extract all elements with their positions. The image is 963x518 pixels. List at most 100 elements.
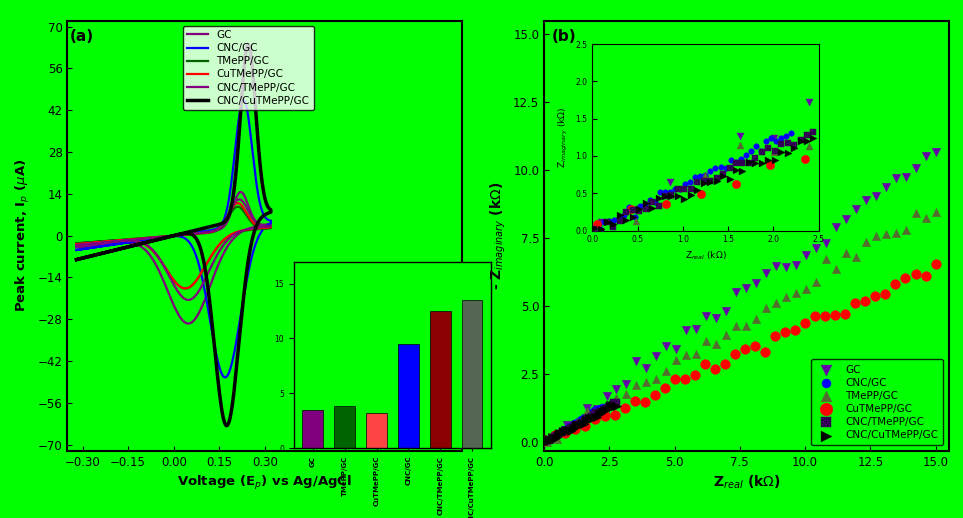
GC <box>549 431 564 439</box>
Point <box>599 218 614 226</box>
CNC/TMePP/GC <box>582 414 597 422</box>
Point <box>703 166 718 175</box>
Point <box>638 205 653 213</box>
GC <box>819 238 834 247</box>
Point <box>628 206 643 214</box>
Point <box>696 179 712 187</box>
Point <box>637 200 652 208</box>
CNC/CuTMePP/GC <box>544 433 560 441</box>
TMePP/GC <box>539 438 555 447</box>
Text: (a): (a) <box>69 30 93 45</box>
Point <box>768 136 784 145</box>
CNC/CuTMePP/GC <box>546 435 561 443</box>
Point <box>677 180 692 189</box>
Point <box>743 147 759 155</box>
GC <box>659 342 674 350</box>
CNC/TMePP/GC <box>556 429 571 438</box>
TMePP/GC <box>718 330 734 339</box>
CNC/GC <box>581 411 596 419</box>
CNC/GC <box>556 424 571 433</box>
Point <box>688 174 703 182</box>
Point <box>722 164 738 172</box>
TMePP/GC <box>748 315 764 323</box>
Point <box>628 217 643 225</box>
CNC/TMePP/GC <box>563 423 579 431</box>
CuTMePP/GC <box>628 397 643 405</box>
Point <box>616 211 632 219</box>
CNC/CuTMePP/GC <box>594 408 610 416</box>
CuTMePP/GC <box>918 271 933 280</box>
Point <box>728 180 743 188</box>
Point <box>664 191 679 199</box>
TMePP/GC <box>728 321 743 329</box>
Point <box>702 177 717 185</box>
Point <box>607 216 622 224</box>
Point <box>747 159 763 167</box>
Point <box>697 170 713 179</box>
Point <box>723 155 739 164</box>
CNC/GC <box>537 438 553 447</box>
TMePP/GC <box>638 378 654 386</box>
CuTMePP/GC <box>747 342 763 350</box>
CNC/TMePP/GC <box>570 421 586 429</box>
CNC/GC <box>570 416 586 425</box>
CNC/CuTMePP/GC <box>566 423 582 431</box>
Point <box>647 198 663 206</box>
GC <box>888 174 903 182</box>
TMePP/GC <box>789 289 804 297</box>
Point <box>624 205 639 213</box>
CNC/CuTMePP/GC <box>589 413 605 421</box>
CNC/CuTMePP/GC <box>596 406 612 414</box>
GC <box>619 380 635 388</box>
CNC/TMePP/GC <box>574 418 589 426</box>
GC <box>828 223 844 231</box>
Point <box>801 141 817 150</box>
TMePP/GC <box>609 394 624 402</box>
Point <box>767 147 782 155</box>
CNC/GC <box>560 423 576 431</box>
Point <box>670 185 686 194</box>
Point <box>763 161 778 169</box>
Point <box>759 137 774 146</box>
CNC/GC <box>578 413 593 422</box>
TMePP/GC <box>908 209 924 218</box>
GC <box>668 344 684 353</box>
CNC/GC <box>589 406 605 414</box>
Point <box>753 147 768 155</box>
CNC/TMePP/GC <box>546 431 561 440</box>
CuTMePP/GC <box>698 360 714 368</box>
Point <box>716 170 731 178</box>
Point <box>709 174 724 182</box>
GC <box>629 357 644 365</box>
CNC/GC <box>579 412 594 421</box>
GC <box>808 243 823 252</box>
Point <box>739 151 754 159</box>
CNC/TMePP/GC <box>596 405 612 413</box>
TMePP/GC <box>739 322 754 330</box>
CNC/CuTMePP/GC <box>570 421 586 429</box>
CNC/TMePP/GC <box>550 431 565 440</box>
GC <box>798 251 814 259</box>
TMePP/GC <box>798 285 814 293</box>
Point <box>692 172 708 180</box>
CuTMePP/GC <box>648 391 664 399</box>
CNC/GC <box>540 435 556 443</box>
TMePP/GC <box>579 407 594 415</box>
CNC/CuTMePP/GC <box>604 402 619 411</box>
Point <box>683 185 698 193</box>
Point <box>632 202 647 210</box>
CuTMePP/GC <box>568 425 584 433</box>
Point <box>779 132 794 140</box>
CuTMePP/GC <box>608 410 623 419</box>
CNC/TMePP/GC <box>594 407 610 415</box>
Point <box>625 213 640 222</box>
Point <box>697 170 713 179</box>
CuTMePP/GC <box>888 280 903 288</box>
CuTMePP/GC <box>548 430 563 439</box>
Point <box>586 224 602 233</box>
CuTMePP/GC <box>617 404 633 412</box>
CNC/CuTMePP/GC <box>587 412 603 421</box>
GC <box>709 313 724 322</box>
CNC/GC <box>576 412 591 421</box>
CNC/GC <box>546 433 561 441</box>
